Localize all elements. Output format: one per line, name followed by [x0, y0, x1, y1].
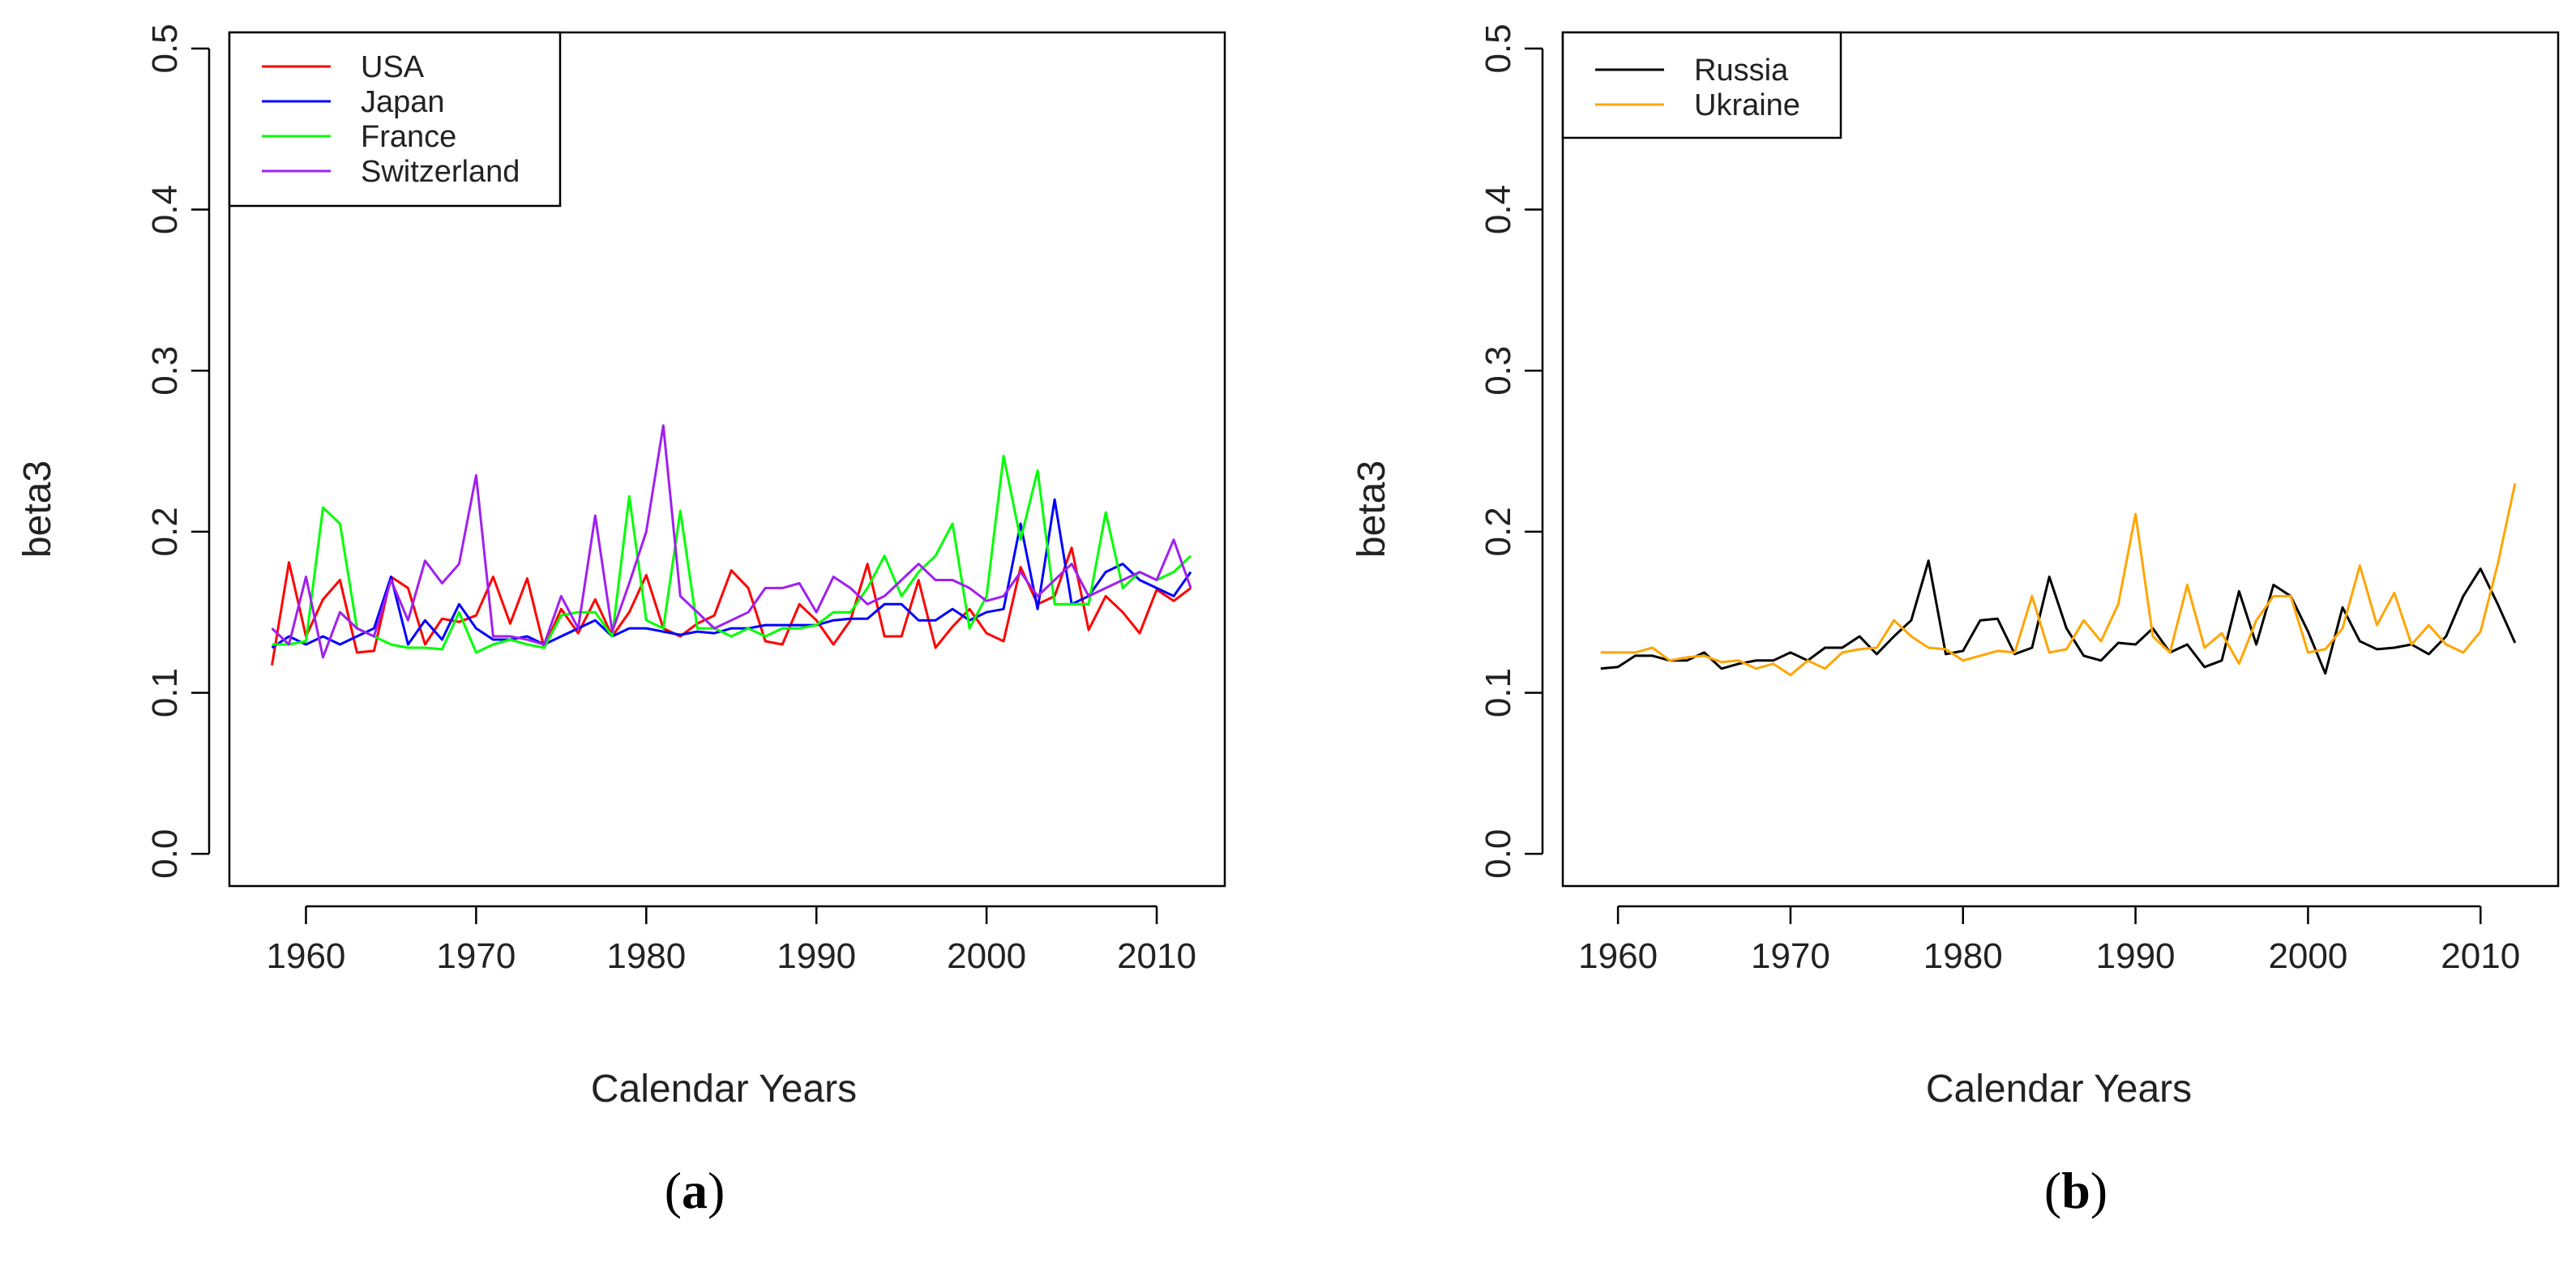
- legend-label-russia: Russia: [1694, 54, 1789, 88]
- y-axis-label-b: beta3: [1350, 460, 1393, 558]
- legend-label-france: France: [361, 120, 456, 154]
- series-line-a-france: [272, 455, 1192, 654]
- legend-label-switzerland: Switzerland: [361, 155, 520, 189]
- y-tick-label-b: 0.4: [1478, 185, 1518, 234]
- series-lines-b: [1600, 482, 2517, 677]
- legend-box-b: [1561, 31, 1842, 139]
- y-tick-label-a: 0.3: [145, 346, 185, 396]
- y-axis-a: 0.0 0.1 0.2 0.3 0.4 0.5: [145, 24, 211, 879]
- y-tick-label-a: 0.1: [145, 668, 185, 717]
- series-line-a-switzerland: [271, 424, 1192, 659]
- x-tick-label-b: 1970: [1751, 936, 1830, 976]
- series-lines-a: [271, 424, 1192, 666]
- x-axis-label-b: Calendar Years: [1926, 1068, 2192, 1111]
- x-tick-label-a: 2010: [1117, 936, 1196, 976]
- series-line-b-ukraine: [1600, 482, 2517, 677]
- panel-a: 1960 1970 1980 1990 2000 2010 0.0 0.1 0.2 0.3 0.4…: [16, 24, 1226, 1219]
- legend-label-usa: USA: [361, 50, 425, 84]
- x-axis-a: 1960 1970 1980 1990 2000 2010: [267, 905, 1196, 976]
- y-tick-label-b: 0.2: [1478, 507, 1518, 556]
- panel-caption-b: (b): [2044, 1162, 2107, 1219]
- panel-caption-letter-a: a: [682, 1162, 708, 1219]
- x-tick-label-a: 1980: [606, 936, 686, 976]
- panel-caption-a: (a): [665, 1162, 725, 1219]
- x-axis-label-a: Calendar Years: [591, 1068, 857, 1111]
- series-line-a-japan: [271, 498, 1192, 649]
- legend-label-ukraine: Ukraine: [1694, 88, 1800, 122]
- y-tick-label-a: 0.4: [145, 185, 185, 234]
- x-tick-label-a: 1960: [267, 936, 346, 976]
- y-axis-label-a: beta3: [16, 460, 59, 558]
- x-tick-label-b: 1960: [1578, 936, 1658, 976]
- x-tick-label-a: 2000: [947, 936, 1026, 976]
- x-tick-label-b: 2010: [2441, 936, 2520, 976]
- x-tick-label-a: 1990: [777, 936, 856, 976]
- y-tick-label-b: 0.0: [1478, 829, 1518, 879]
- plot-frame-b: [1561, 31, 2560, 888]
- y-axis-b: 0.0 0.1 0.2 0.3 0.4 0.5: [1478, 24, 1544, 879]
- y-tick-label-b: 0.5: [1478, 24, 1518, 73]
- y-tick-label-b: 0.3: [1478, 346, 1518, 396]
- plot-frame-a: [228, 31, 1226, 888]
- x-axis-b: 1960 1970 1980 1990 2000 2010: [1578, 905, 2520, 976]
- series-line-b-russia: [1600, 559, 2517, 675]
- x-tick-label-a: 1970: [436, 936, 516, 976]
- y-tick-label-b: 0.1: [1478, 668, 1518, 717]
- legend-label-japan: Japan: [361, 85, 445, 119]
- y-tick-label-a: 0.2: [145, 507, 185, 556]
- panel-caption-letter-b: b: [2061, 1162, 2090, 1219]
- x-tick-label-b: 1990: [2096, 936, 2176, 976]
- x-tick-label-b: 2000: [2268, 936, 2347, 976]
- y-tick-label-a: 0.5: [145, 24, 185, 73]
- y-tick-label-a: 0.0: [145, 829, 185, 879]
- panel-b: 1960 1970 1980 1990 2000 2010 0.0 0.1 0.2 0.3 0.4…: [1350, 24, 2560, 1219]
- x-tick-label-b: 1980: [1923, 936, 2003, 976]
- legend-box-a: [228, 31, 562, 208]
